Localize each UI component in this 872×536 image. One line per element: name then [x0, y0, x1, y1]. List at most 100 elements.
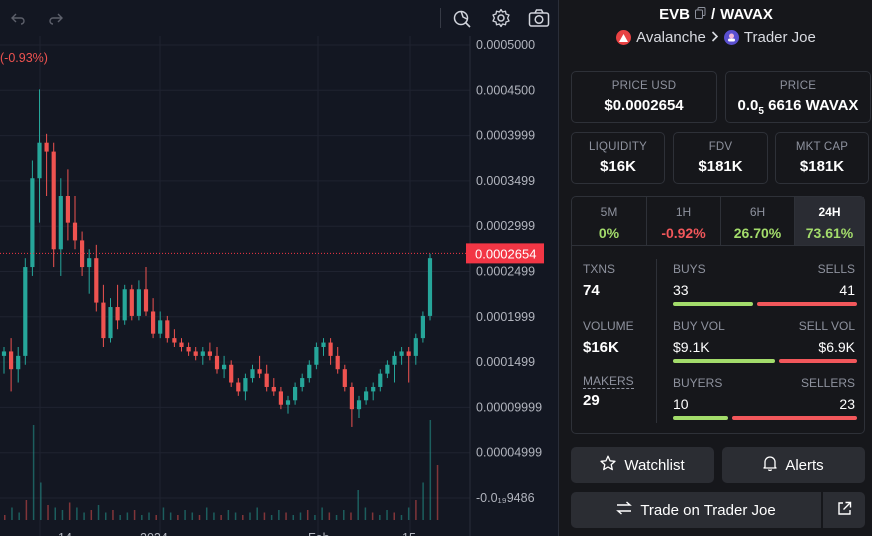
volume-bar — [68, 502, 71, 520]
tabs-divider — [572, 245, 864, 246]
trade-label: Trade on Trader Joe — [640, 501, 776, 519]
fdv-card: FDV $181K — [673, 132, 768, 184]
candle — [207, 351, 212, 356]
candle — [214, 355, 220, 370]
tab-5m[interactable]: 5M 0% — [572, 197, 647, 245]
tab-24h-label: 24H — [818, 205, 841, 219]
tab-6h[interactable]: 6H 26.70% — [721, 197, 795, 245]
fdv-value: $181K — [698, 158, 743, 175]
candle — [293, 386, 298, 401]
redo-icon[interactable] — [44, 6, 68, 30]
volume-bar — [32, 425, 35, 520]
candle — [314, 347, 319, 365]
volume-bar — [386, 510, 388, 520]
info-panel: EVB / WAVAX Avalanche Trader Joe PRICE U… — [558, 0, 872, 536]
buys-label: BUYS — [673, 262, 706, 276]
candle — [51, 151, 56, 250]
dex-link[interactable]: Trader Joe — [743, 29, 816, 46]
volume-bar — [119, 515, 121, 520]
volume-bar — [61, 510, 64, 520]
y-axis-tick-label: 0.00004999 — [476, 446, 542, 460]
pair-separator: / — [710, 6, 716, 23]
txns-label: TXNS — [583, 262, 616, 276]
pair-chain-dex: Avalanche Trader Joe — [559, 29, 872, 46]
stats-divider — [656, 259, 657, 423]
mktcap-label: MKT CAP — [795, 141, 849, 153]
candle — [1, 351, 7, 356]
y-axis-tick-label: 0.0004500 — [476, 83, 535, 97]
stats-box: 5M 0% 1H -0.92% 6H 26.70% 24H 73.61% TXN… — [571, 196, 865, 434]
star-icon — [600, 455, 616, 475]
volume-bar — [220, 515, 222, 520]
trader-joe-icon — [723, 30, 739, 45]
buyers-bar — [673, 416, 728, 420]
chain-link[interactable]: Avalanche — [636, 29, 706, 46]
liquidity-value: $16K — [600, 158, 636, 175]
volume-bar — [321, 507, 323, 520]
swap-icon — [616, 501, 633, 519]
chart-pane[interactable]: 0.0002654 0.0005000 0.0004500 0.0003999 0.00… — [0, 0, 558, 536]
candle — [136, 289, 141, 316]
candle — [108, 307, 113, 339]
undo-icon[interactable] — [6, 6, 30, 30]
liquidity-label: LIQUIDITY — [588, 141, 648, 153]
volume-bar — [256, 507, 258, 520]
volume-bar — [4, 515, 6, 520]
candle — [222, 364, 227, 370]
buyvol-label: BUY VOL — [673, 319, 725, 333]
candle — [307, 364, 312, 379]
tab-1h[interactable]: 1H -0.92% — [647, 197, 721, 245]
volume-bar — [278, 510, 280, 520]
candle — [342, 369, 347, 387]
volume-bar — [299, 512, 302, 520]
candle — [264, 373, 269, 387]
watchlist-button[interactable]: Watchlist — [571, 447, 714, 483]
alerts-label: Alerts — [785, 456, 824, 474]
copy-icon[interactable] — [694, 6, 706, 23]
volume-bar — [263, 512, 266, 520]
gear-icon[interactable] — [489, 6, 513, 30]
candle — [399, 351, 404, 356]
sellers-bar — [732, 416, 857, 420]
tab-1h-value: -0.92% — [661, 225, 706, 241]
candle — [427, 258, 433, 316]
tab-6h-value: 26.70% — [733, 225, 782, 241]
tab-24h[interactable]: 24H 73.61% — [795, 197, 864, 245]
chevron-right-icon — [711, 29, 719, 46]
alerts-button[interactable]: Alerts — [722, 447, 865, 483]
volume-bar — [400, 515, 403, 520]
candle — [413, 338, 418, 356]
candle — [37, 142, 42, 179]
indicators-icon[interactable] — [450, 6, 474, 30]
price-native-prefix: 0.0 — [737, 97, 759, 114]
price-usd-card: PRICE USD $0.0002654 — [571, 71, 717, 123]
external-link-button[interactable] — [823, 492, 865, 528]
volume-bar — [83, 512, 85, 520]
candle — [378, 373, 383, 387]
watchlist-label: Watchlist — [624, 456, 685, 474]
buyvol-bar — [673, 359, 775, 363]
pair-title: EVB / WAVAX — [559, 6, 872, 23]
volume-bar — [292, 515, 295, 520]
candle — [158, 320, 163, 334]
avalanche-icon — [616, 30, 632, 45]
volume-bar — [422, 482, 424, 520]
y-axis-tick-label: 0.0002999 — [476, 219, 535, 233]
camera-icon[interactable] — [527, 6, 551, 30]
trade-button[interactable]: Trade on Trader Joe — [571, 492, 821, 528]
volume-bar — [104, 512, 107, 520]
makers-label[interactable]: MAKERS — [583, 374, 634, 389]
volume-bar — [133, 510, 136, 520]
buyvol-value: $9.1K — [673, 339, 710, 355]
volume-bar — [191, 512, 194, 520]
y-axis-tick-label: -0.0₁₉9486 — [476, 491, 535, 505]
volume-bar — [371, 512, 374, 520]
candle — [122, 289, 127, 321]
sellvol-bar — [779, 359, 857, 363]
price-native-card: PRICE 0.05 6616 WAVAX — [725, 71, 871, 123]
volume-bar — [314, 515, 316, 520]
x-axis-tick-label: 14 — [58, 531, 72, 536]
price-chart[interactable]: 0.0002654 0.0005000 0.0004500 0.0003999 0.00… — [0, 36, 558, 536]
candle — [356, 400, 362, 410]
sellvol-value: $6.9K — [818, 339, 855, 355]
